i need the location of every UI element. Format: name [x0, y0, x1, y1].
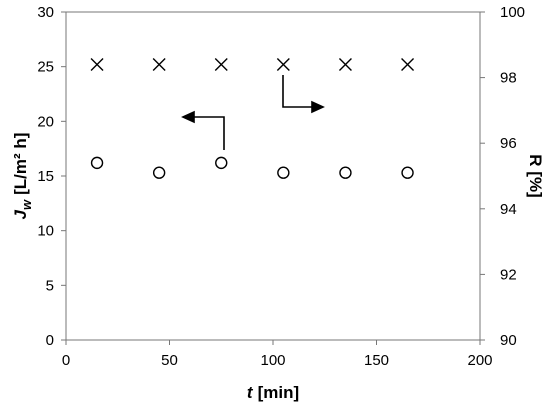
plot-frame: [65, 11, 481, 341]
circle-marker: [339, 166, 352, 179]
x-tick-label: 0: [62, 352, 70, 369]
right-arrow: [282, 75, 314, 108]
arrow-head: [311, 100, 325, 114]
y2-tick-label: 96: [500, 135, 517, 152]
x-axis-label: t [min]: [247, 383, 299, 402]
y-tick-label: 0: [46, 332, 54, 349]
y2-tick-label: 98: [500, 70, 517, 87]
x-marker: [401, 57, 415, 71]
y2-axis-label: R [%]: [526, 154, 545, 197]
circle-marker: [90, 156, 104, 170]
y-label-unit: [L/m² h]: [11, 133, 30, 195]
circle-marker: [215, 156, 228, 170]
x-marker: [90, 57, 104, 71]
y2-tick-label: 100: [500, 4, 525, 21]
annotation-arrows: [181, 75, 325, 150]
y-tick-label: 10: [37, 223, 54, 240]
y-tick-label: 15: [37, 168, 54, 185]
arrow-head: [181, 110, 195, 124]
x-marker: [152, 57, 166, 71]
y-axis-label: Jw [L/m² h]: [11, 133, 34, 220]
left-arrow: [192, 116, 225, 150]
y-tick-label: 25: [37, 59, 54, 76]
x-tick-label: 150: [364, 352, 389, 369]
y2-tick-label: 94: [500, 201, 517, 218]
y-label-symbol: J: [11, 209, 30, 219]
x-marker: [214, 57, 228, 71]
x-label-unit: [min]: [258, 383, 300, 402]
x-tick-label: 200: [467, 352, 492, 369]
x-marker: [276, 57, 290, 71]
x-tick-label: 50: [161, 352, 178, 369]
y-tick-label: 30: [37, 4, 54, 21]
y2-tick-label: 90: [500, 332, 517, 349]
y-tick-label: 5: [46, 277, 54, 294]
circle-marker: [152, 166, 166, 179]
x-label-symbol: t: [247, 383, 254, 402]
circle-marker: [401, 166, 414, 179]
x-marker: [338, 57, 352, 71]
y-label-subscript: w: [19, 199, 34, 210]
y-tick-label: 20: [37, 113, 54, 130]
circle-marker: [277, 166, 290, 179]
y2-tick-label: 92: [500, 266, 517, 283]
x-tick-label: 100: [260, 352, 285, 369]
